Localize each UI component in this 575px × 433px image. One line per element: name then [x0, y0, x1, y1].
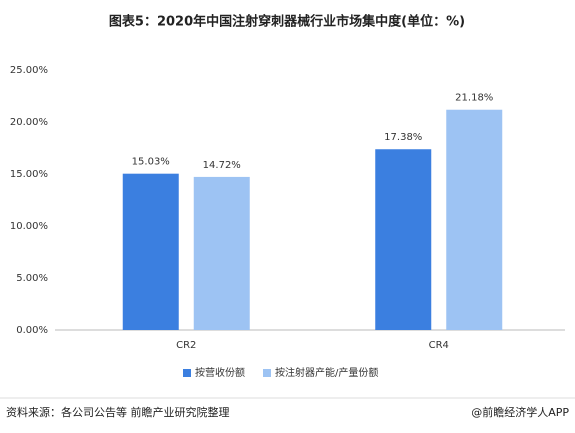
legend-label: 按营收份额 — [195, 366, 245, 379]
y-tick-label: 10.00% — [10, 221, 48, 232]
chart-title: 图表5：2020年中国注射穿刺器械行业市场集中度(单位：%) — [109, 14, 465, 30]
legend-swatch — [263, 369, 271, 377]
value-label: 21.18% — [455, 93, 493, 104]
y-tick-label: 25.00% — [10, 65, 48, 76]
value-label: 15.03% — [132, 157, 170, 168]
x-tick-label: CR4 — [429, 340, 449, 351]
value-label: 14.72% — [203, 160, 241, 171]
bar — [375, 149, 432, 330]
bar — [122, 173, 179, 330]
y-tick-label: 0.00% — [16, 325, 48, 336]
y-tick-label: 5.00% — [16, 273, 48, 284]
y-tick-label: 20.00% — [10, 117, 48, 128]
bar — [193, 176, 250, 330]
value-label: 17.38% — [384, 132, 422, 143]
legend-swatch — [183, 369, 191, 377]
source: 资料来源：各公司公告等 前瞻产业研究院整理 — [6, 405, 230, 419]
legend-label: 按注射器产能/产量份额 — [275, 366, 378, 379]
y-tick-label: 15.00% — [10, 169, 48, 180]
bar — [446, 109, 503, 330]
credit: @前瞻经济学人APP — [471, 405, 569, 419]
x-tick-label: CR2 — [176, 340, 196, 351]
